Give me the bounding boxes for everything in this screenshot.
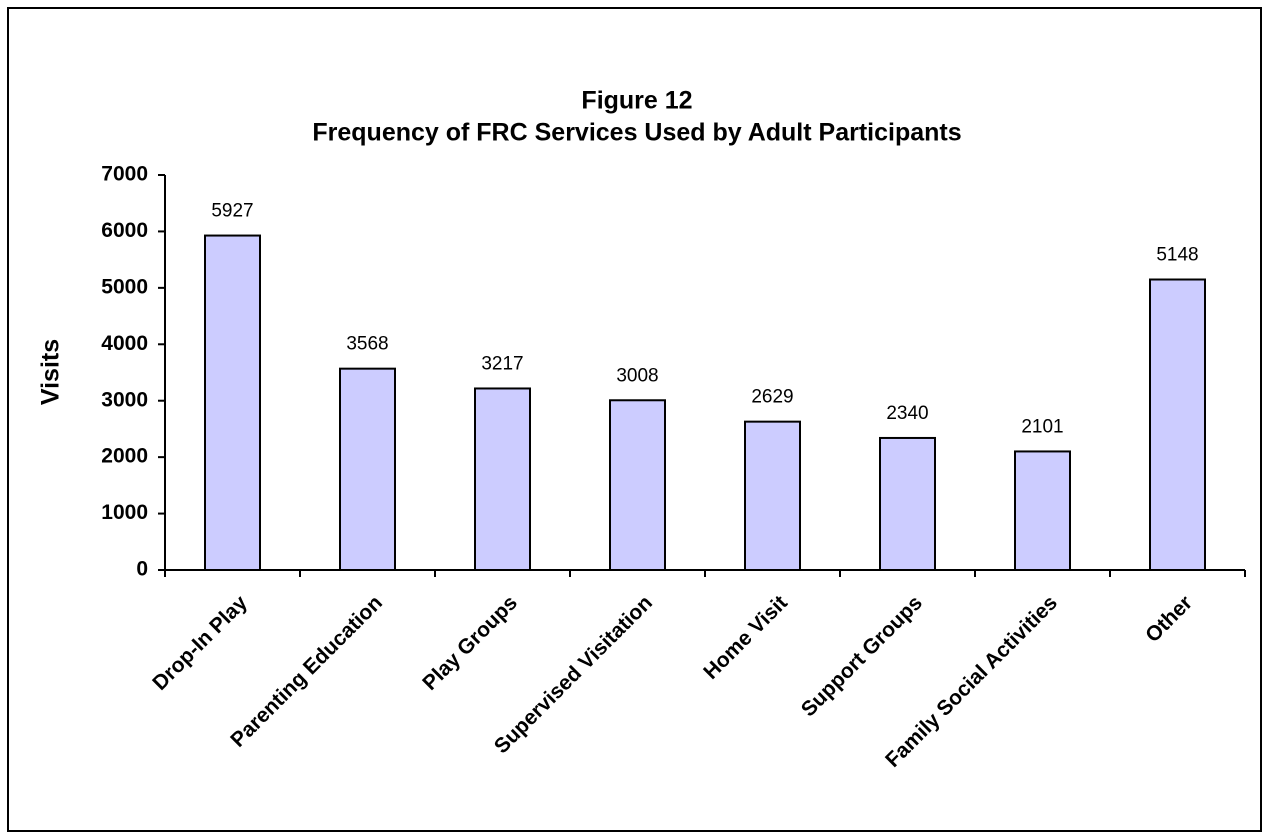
data-label: 3217 (481, 353, 523, 374)
y-tick-label: 7000 (101, 163, 148, 186)
data-label: 2629 (751, 387, 793, 408)
bar (1014, 450, 1071, 571)
y-tick-label: 3000 (101, 388, 148, 411)
y-tick-label: 6000 (101, 219, 148, 242)
data-label: 3568 (346, 334, 388, 355)
y-tick-label: 4000 (101, 332, 148, 355)
chart-subtitle: Frequency of FRC Services Used by Adult … (312, 119, 961, 147)
bar (1149, 278, 1206, 571)
data-label: 3008 (616, 365, 658, 386)
bar (879, 436, 936, 572)
bar (609, 399, 666, 571)
chart-title: Figure 12 (581, 87, 692, 115)
y-tick-label: 0 (136, 558, 148, 581)
y-tick-label: 1000 (101, 501, 148, 524)
bar (204, 234, 261, 571)
y-tick-label: 2000 (101, 445, 148, 468)
y-tick-label: 5000 (101, 275, 148, 298)
data-label: 5927 (211, 201, 253, 222)
bar (339, 367, 396, 572)
data-label: 2340 (886, 403, 928, 424)
bar (474, 387, 531, 572)
y-axis-label: Visits (37, 339, 65, 405)
data-label: 5148 (1156, 245, 1198, 266)
bar (744, 420, 801, 571)
data-label: 2101 (1021, 416, 1063, 437)
